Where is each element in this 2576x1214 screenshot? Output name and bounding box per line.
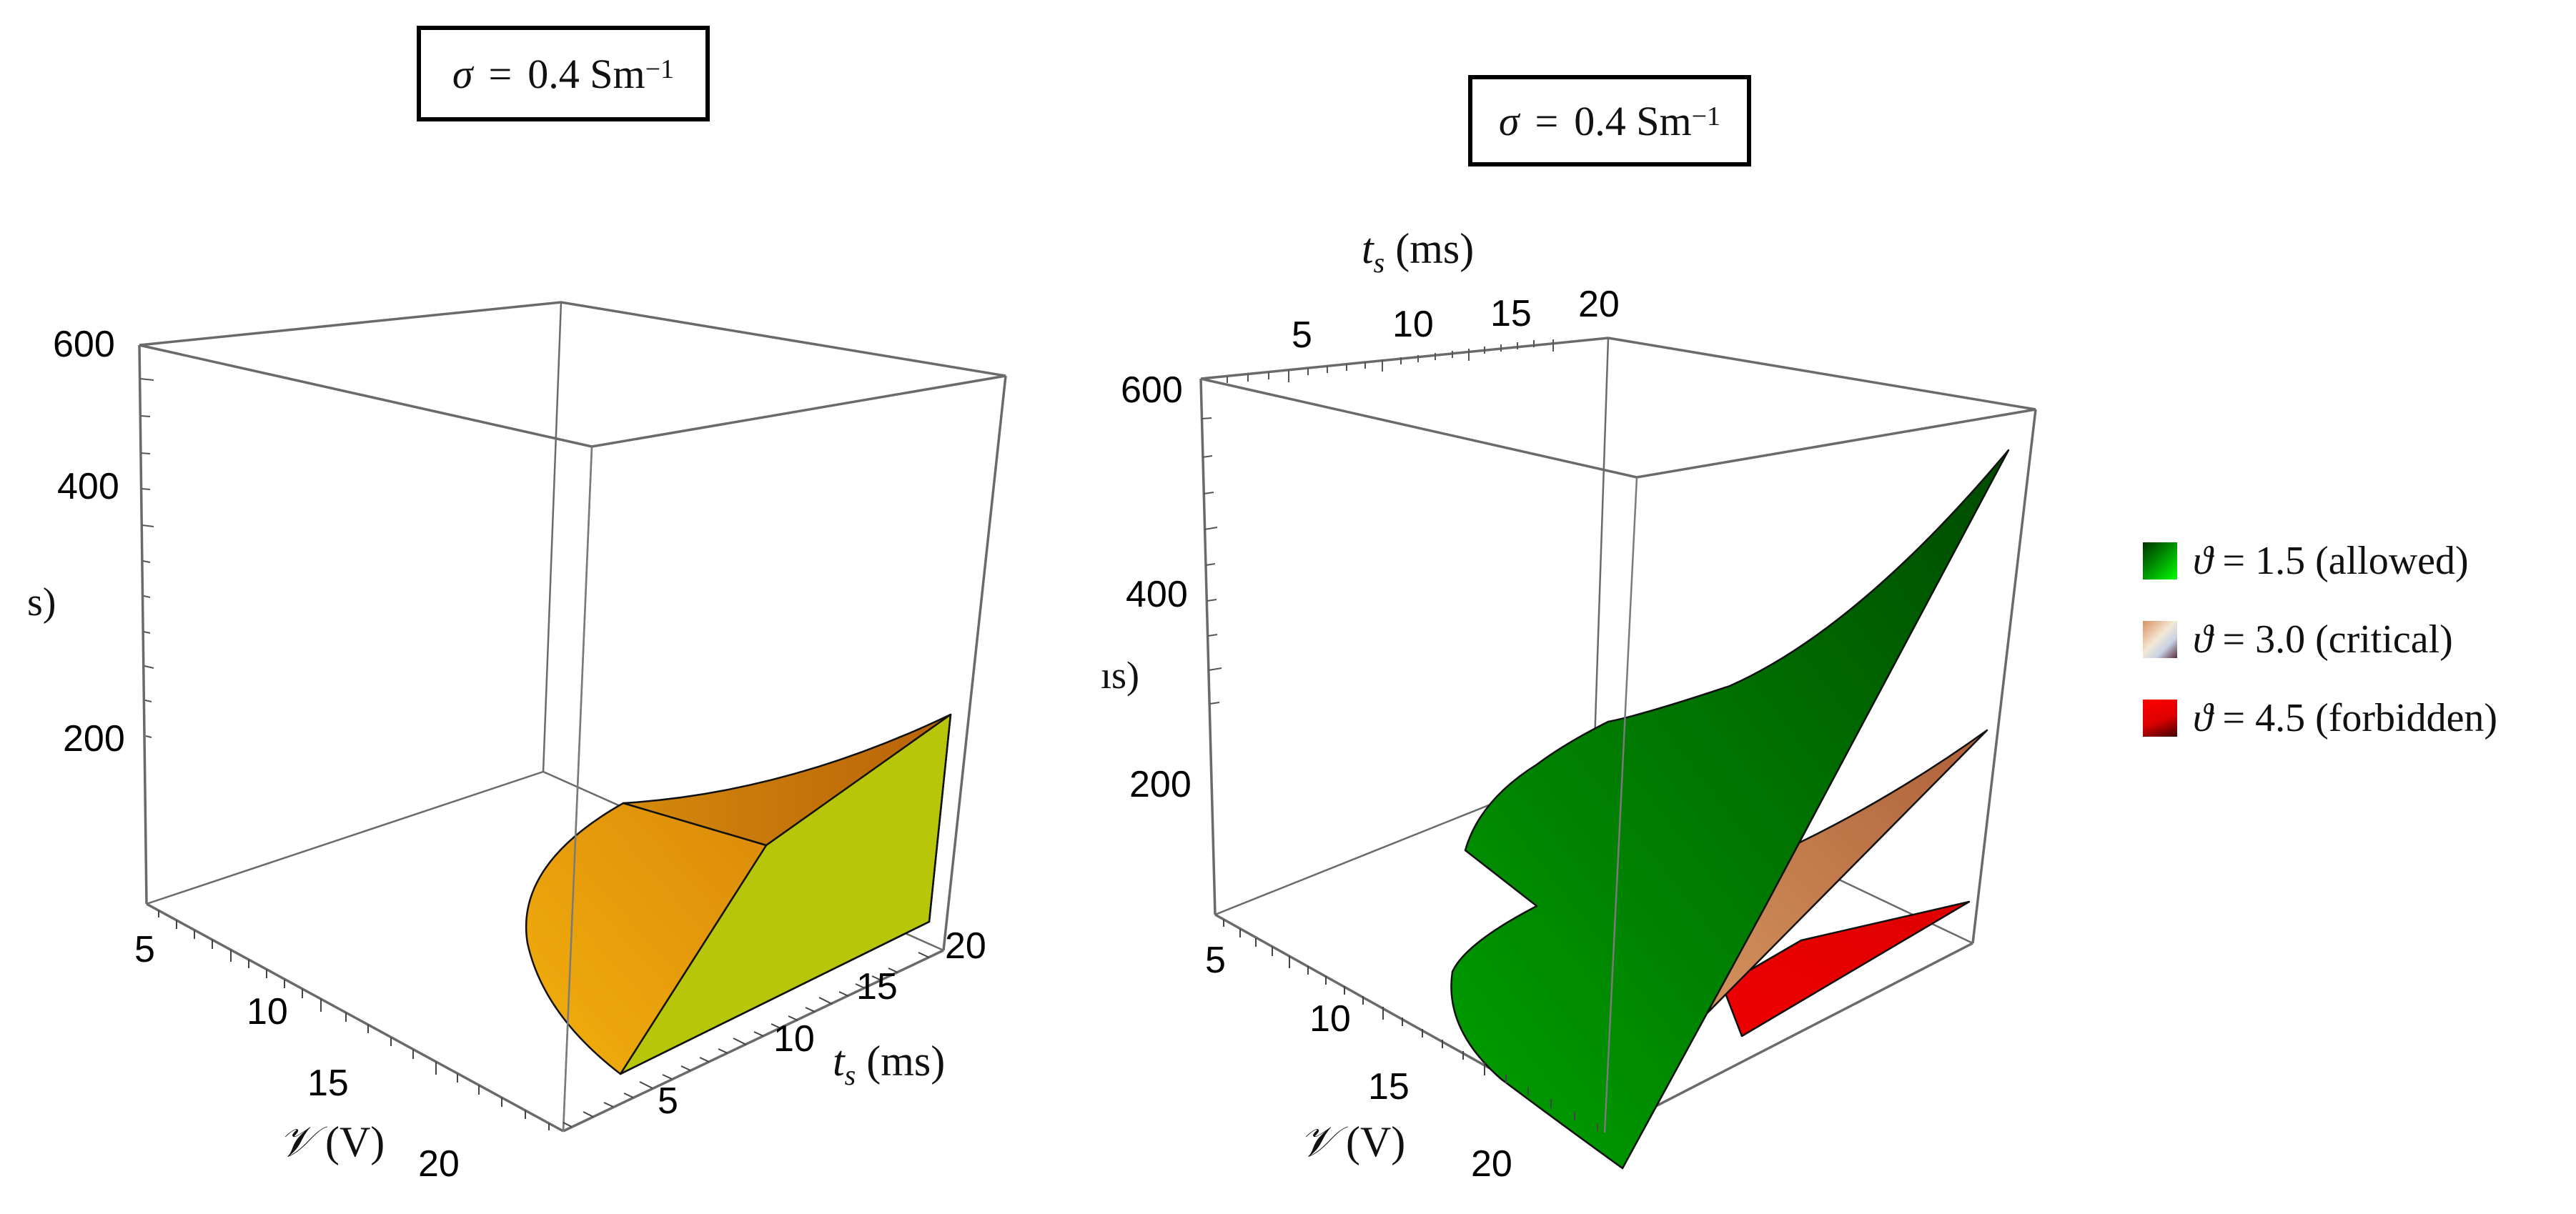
legend-text: = 1.5 (allowed): [2212, 539, 2469, 583]
left-v-tick-10: 10: [247, 991, 288, 1033]
left-t-tick-15: 15: [856, 966, 898, 1007]
right-v-axis-label: 𝒱 (V): [1299, 1120, 1405, 1163]
right-title-equals: =: [1535, 97, 1559, 144]
legend-item-allowed: ϑ = 1.5 (allowed): [2143, 522, 2497, 600]
right-title-box: σ = 0.4 Sm −1: [1468, 75, 1751, 166]
left-v-tick-15: 15: [307, 1063, 349, 1104]
right-title-value: 0.4 Sm: [1574, 97, 1692, 144]
right-title-exponent: −1: [1691, 101, 1721, 131]
legend-theta-symbol: ϑ: [2193, 696, 2213, 740]
legend-text: = 3.0 (critical): [2212, 617, 2453, 662]
left-z-tick-600: 600: [53, 324, 115, 365]
left-v-axis-unit: (V): [325, 1118, 385, 1165]
right-z-axis-label: ıs): [1101, 654, 1139, 697]
left-v-axis-symbol: 𝒱: [279, 1118, 314, 1165]
legend-swatch-copper: [2143, 621, 2177, 658]
right-box-front-edge: [1603, 477, 1638, 1133]
left-z-tick-400: 400: [57, 466, 119, 507]
right-v-tick-15: 15: [1368, 1066, 1410, 1108]
right-v-tick-20: 20: [1471, 1143, 1512, 1185]
left-z-tick-200: 200: [63, 718, 125, 760]
right-ts-top-ticks: [1227, 339, 1554, 383]
legend-swatch-red: [2143, 700, 2177, 737]
right-z-ticks: [1201, 417, 1222, 705]
left-v-axis-label: 𝒱 (V): [279, 1120, 385, 1163]
left-t-axis-sub: s: [844, 1059, 856, 1091]
left-t-tick-10: 10: [773, 1018, 815, 1060]
legend-label-forbidden: ϑ = 4.5 (forbidden): [2193, 695, 2497, 741]
right-v-tick-5: 5: [1205, 940, 1226, 981]
right-t-tick-20: 20: [1578, 284, 1620, 325]
legend: ϑ = 1.5 (allowed) ϑ = 3.0 (critical) ϑ =…: [2143, 522, 2497, 757]
legend-theta-symbol: ϑ: [2193, 539, 2213, 583]
legend-text: = 4.5 (forbidden): [2212, 696, 2498, 740]
right-z-tick-200: 200: [1129, 764, 1192, 805]
left-title-exponent: −1: [645, 54, 675, 84]
left-title-box: σ = 0.4 Sm −1: [417, 26, 710, 121]
left-z-axis-label: s): [27, 580, 56, 625]
right-z-tick-600: 600: [1121, 369, 1183, 411]
legend-theta-symbol: ϑ: [2193, 617, 2213, 662]
left-v-ticks: [158, 910, 550, 1130]
left-title-value: 0.4 Sm: [527, 50, 645, 97]
left-v-tick-5: 5: [134, 929, 155, 970]
left-v-tick-20: 20: [418, 1143, 460, 1185]
legend-label-critical: ϑ = 3.0 (critical): [2193, 617, 2453, 662]
right-v-axis-unit: (V): [1345, 1118, 1406, 1165]
legend-label-allowed: ϑ = 1.5 (allowed): [2193, 538, 2469, 584]
right-t-tick-15: 15: [1490, 293, 1532, 334]
right-surfaces: [1450, 449, 2010, 1170]
legend-swatch-green: [2143, 542, 2177, 579]
right-t-tick-5: 5: [1292, 314, 1312, 356]
left-t-tick-5: 5: [658, 1080, 678, 1122]
surface-allowed: [1450, 449, 2010, 1170]
right-v-ticks: [1223, 920, 1598, 1131]
left-surface: [525, 713, 952, 1075]
left-box-front-edge: [562, 446, 593, 1132]
right-title-sigma: σ: [1498, 97, 1520, 144]
left-t-axis-symbol: t: [833, 1038, 845, 1085]
right-t-axis-sub: s: [1373, 247, 1385, 279]
right-v-axis-symbol: 𝒱: [1299, 1118, 1335, 1165]
left-z-ticks: [139, 378, 154, 738]
surface-forbidden: [1721, 900, 1971, 1038]
right-t-axis-symbol: t: [1362, 225, 1374, 272]
left-t-tick-20: 20: [945, 925, 986, 967]
legend-item-forbidden: ϑ = 4.5 (forbidden): [2143, 679, 2497, 757]
left-t-axis-label: ts (ms): [833, 1040, 945, 1090]
right-z-tick-400: 400: [1126, 574, 1188, 615]
legend-item-critical: ϑ = 3.0 (critical): [2143, 600, 2497, 679]
left-t-ticks: [563, 952, 930, 1128]
right-v-tick-10: 10: [1309, 998, 1351, 1040]
right-t-axis-unit: (ms): [1395, 225, 1475, 272]
left-title-sigma: σ: [452, 50, 473, 97]
left-title-equals: =: [488, 50, 512, 97]
left-t-axis-unit: (ms): [866, 1038, 946, 1085]
right-t-axis-label-top: ts (ms): [1362, 227, 1474, 277]
right-t-tick-10: 10: [1392, 304, 1434, 345]
